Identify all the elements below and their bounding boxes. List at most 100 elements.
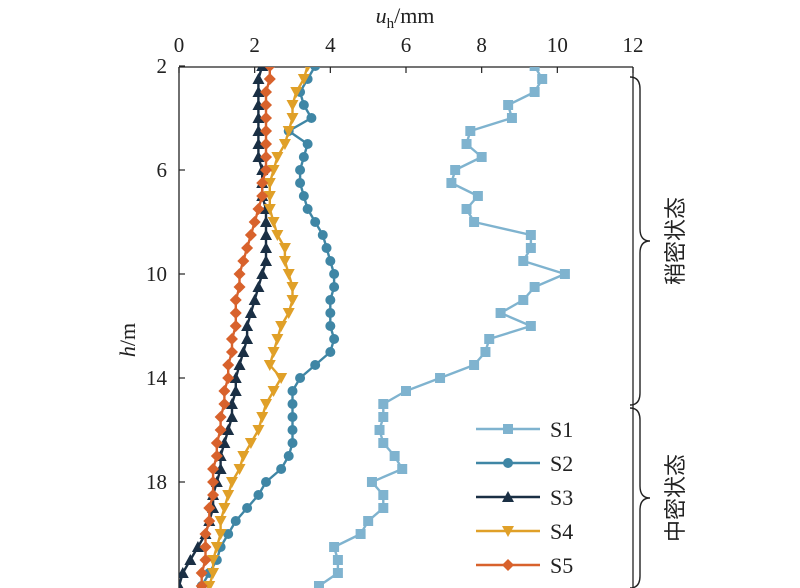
data-point (268, 47, 280, 59)
data-point (252, 203, 265, 215)
data-point (210, 437, 223, 449)
data-point (252, 151, 265, 162)
data-point (397, 464, 408, 474)
data-point (210, 542, 223, 553)
data-point (332, 568, 343, 578)
data-point (529, 87, 540, 97)
data-point (199, 528, 212, 540)
data-point (529, 282, 540, 292)
data-point (310, 217, 321, 227)
data-point (252, 138, 265, 149)
data-point (244, 438, 257, 449)
data-point (244, 307, 257, 318)
state-annotation: 中密状态 (629, 407, 689, 588)
data-point (225, 346, 238, 358)
data-point (476, 152, 487, 162)
data-point (329, 542, 340, 552)
data-point (310, 360, 321, 370)
series-line (318, 67, 567, 587)
data-point (325, 347, 336, 357)
data-point (525, 321, 536, 331)
data-point (230, 516, 241, 526)
data-point (195, 580, 208, 588)
data-point (252, 425, 265, 436)
data-point (287, 438, 298, 448)
data-point (503, 100, 514, 110)
data-point (229, 372, 242, 383)
state-label: 稍密状态 (664, 197, 689, 285)
data-point (252, 125, 265, 136)
data-point (329, 282, 340, 292)
data-point (263, 360, 276, 371)
legend-swatch-marker (503, 424, 513, 434)
data-point (214, 529, 227, 540)
y-tick-label: 18 (146, 470, 167, 494)
legend-label: S1 (550, 417, 573, 442)
data-point (233, 268, 246, 280)
data-point (295, 165, 306, 175)
data-point (263, 204, 276, 215)
data-point (253, 490, 264, 500)
data-point (179, 567, 189, 578)
brace (629, 76, 651, 406)
data-point (222, 372, 235, 384)
data-point (389, 451, 400, 461)
data-point (267, 347, 280, 358)
state-annotation: 稍密状态 (629, 76, 689, 406)
data-point (261, 477, 272, 487)
data-point (378, 438, 389, 448)
data-point (302, 204, 313, 214)
data-point (305, 48, 317, 59)
x-tick-label: 12 (623, 33, 644, 57)
data-point (314, 48, 324, 58)
data-point (506, 113, 517, 123)
data-point (214, 516, 227, 527)
y-tick-label: 10 (146, 262, 167, 286)
data-point (450, 165, 461, 175)
data-point (332, 555, 343, 565)
data-point (287, 412, 298, 422)
data-point (263, 178, 276, 189)
data-point (229, 385, 242, 396)
data-point (366, 477, 377, 487)
legend-item-s3: S3 (476, 485, 573, 510)
data-point (229, 320, 242, 332)
data-point (260, 47, 272, 58)
data-point (278, 139, 291, 150)
data-point (529, 67, 540, 71)
x-axis-title: uh/mm (376, 3, 435, 32)
data-point (317, 230, 328, 240)
data-point (260, 229, 273, 240)
data-point (222, 490, 235, 501)
legend-swatch-marker (502, 559, 514, 571)
data-point (222, 359, 235, 371)
data-point (263, 191, 276, 202)
data-point (256, 67, 269, 71)
data-point (256, 412, 269, 423)
data-point (195, 567, 208, 579)
data-point (537, 74, 548, 84)
data-point (282, 269, 295, 280)
data-point (461, 204, 472, 214)
data-point (329, 269, 340, 279)
data-point (469, 360, 480, 370)
data-point (267, 217, 280, 228)
state-label: 中密状态 (664, 454, 689, 542)
data-point (559, 269, 570, 279)
data-point (225, 333, 238, 345)
data-point (495, 308, 506, 318)
data-point (233, 359, 246, 370)
series-layer (179, 47, 570, 588)
data-point (286, 282, 299, 293)
legend-item-s1: S1 (476, 417, 573, 442)
data-point (306, 113, 317, 123)
legend: S1 S2 S3 S4 S5 (476, 417, 573, 578)
data-point (525, 230, 536, 240)
legend-swatch-marker (502, 491, 514, 502)
series-s1 (313, 67, 570, 588)
data-point (518, 295, 529, 305)
data-point (222, 424, 235, 435)
legend-label: S4 (550, 519, 573, 544)
